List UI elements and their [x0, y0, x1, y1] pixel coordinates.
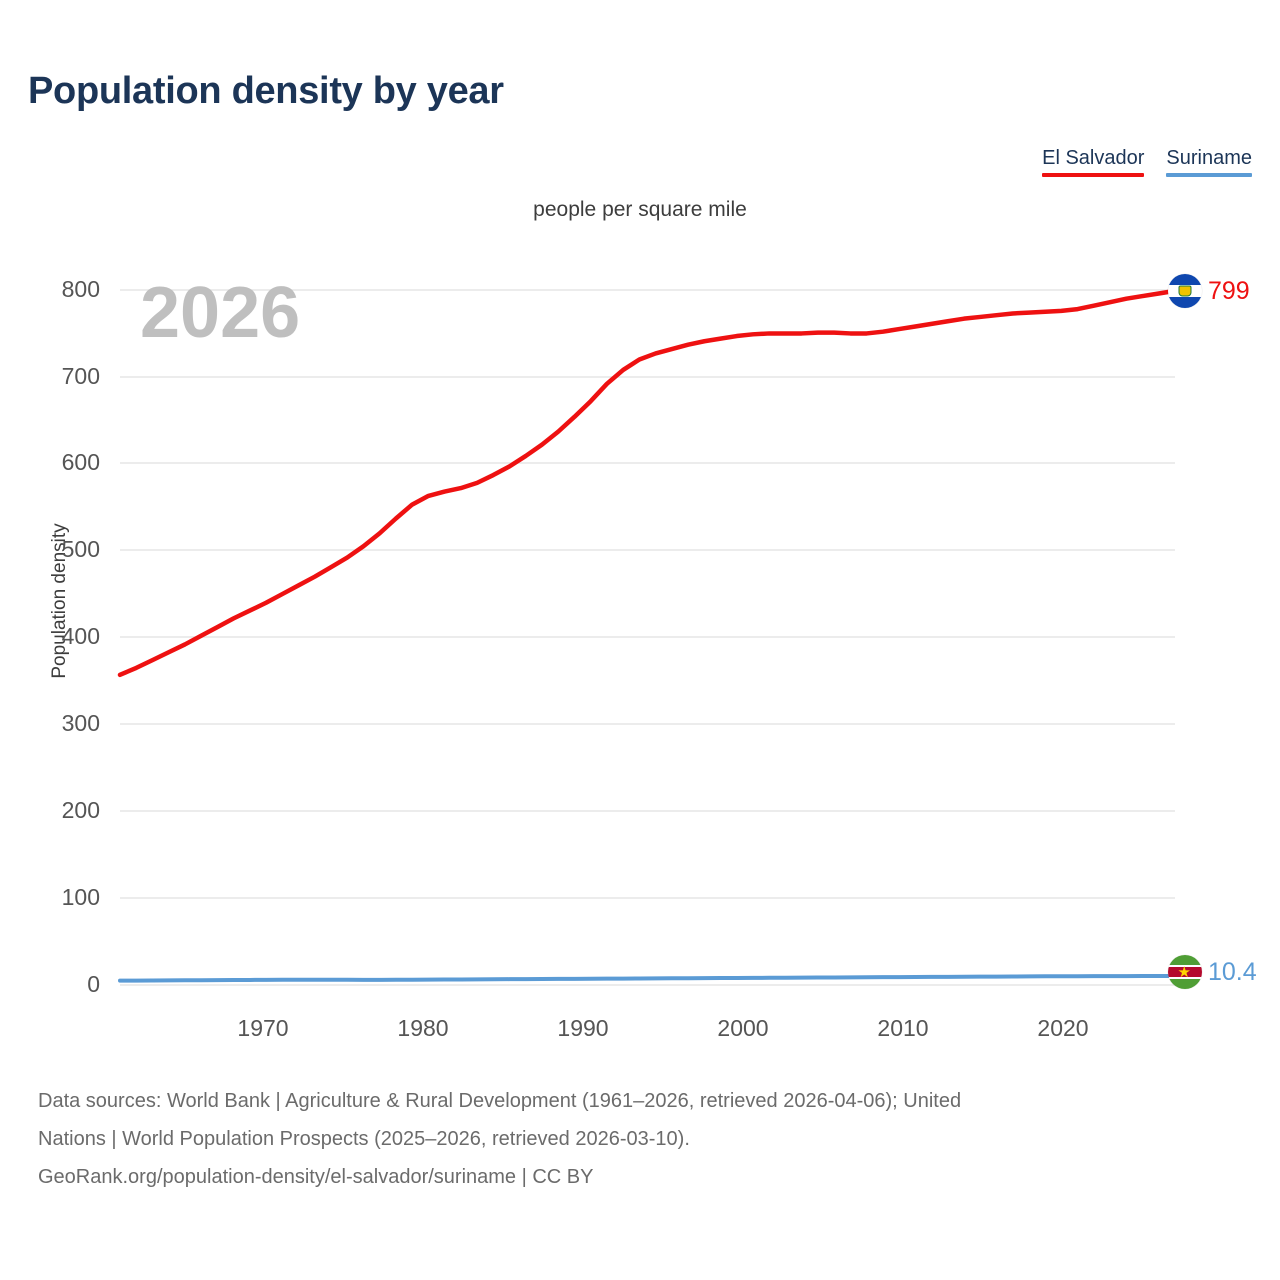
y-tick-500: 500 [61, 536, 100, 562]
series-line-el-salvador [117, 288, 1178, 678]
x-tick-1990: 1990 [557, 1015, 609, 1041]
suriname-flag-icon [1168, 955, 1202, 989]
x-tick-1970: 1970 [237, 1015, 289, 1041]
y-tick-0: 0 [87, 971, 100, 997]
legend-item-el-salvador[interactable]: El Salvador [1042, 146, 1145, 177]
y-tick-600: 600 [61, 449, 100, 475]
page-title: Population density by year [28, 70, 504, 112]
el-salvador-flag-icon [1168, 274, 1202, 308]
y-tick-700: 700 [61, 363, 100, 389]
legend-label-suriname: Suriname [1166, 147, 1252, 169]
x-tick-1980: 1980 [397, 1015, 449, 1041]
end-marker-el-salvador[interactable]: 799 [1168, 274, 1250, 308]
end-value-el-salvador: 799 [1208, 276, 1250, 305]
x-tick-2000: 2000 [717, 1015, 769, 1041]
y-tick-200: 200 [61, 797, 100, 823]
y-tick-800: 800 [61, 276, 100, 302]
end-marker-suriname[interactable]: 10.4 [1168, 955, 1257, 989]
chart-subtitle: people per square mile [533, 198, 747, 221]
footer: Data sources: World Bank | Agriculture &… [38, 1082, 1258, 1196]
gridlines [120, 289, 1175, 986]
legend-rule-suriname [1166, 173, 1252, 177]
y-axis-title: Population density [49, 523, 70, 679]
footer-line-2: Nations | World Population Prospects (20… [38, 1128, 690, 1150]
series-line-suriname [118, 973, 1177, 983]
y-tick-300: 300 [61, 710, 100, 736]
end-value-suriname: 10.4 [1208, 957, 1257, 986]
legend-label-el-salvador: El Salvador [1042, 147, 1145, 169]
y-tick-100: 100 [61, 884, 100, 910]
legend-item-suriname[interactable]: Suriname [1166, 146, 1252, 177]
x-tick-2020: 2020 [1037, 1015, 1089, 1041]
legend-rule-el-salvador [1042, 173, 1145, 177]
footer-line-3: GeoRank.org/population-density/el-salvad… [38, 1166, 594, 1188]
legend: El Salvador Suriname [1042, 146, 1252, 177]
footer-line-1: Data sources: World Bank | Agriculture &… [38, 1090, 962, 1112]
chart-canvas [117, 288, 1178, 986]
x-tick-2010: 2010 [877, 1015, 929, 1041]
y-tick-400: 400 [61, 623, 100, 649]
plot-area: 2026 Population density 800 700 600 500 … [0, 0, 1280, 1070]
